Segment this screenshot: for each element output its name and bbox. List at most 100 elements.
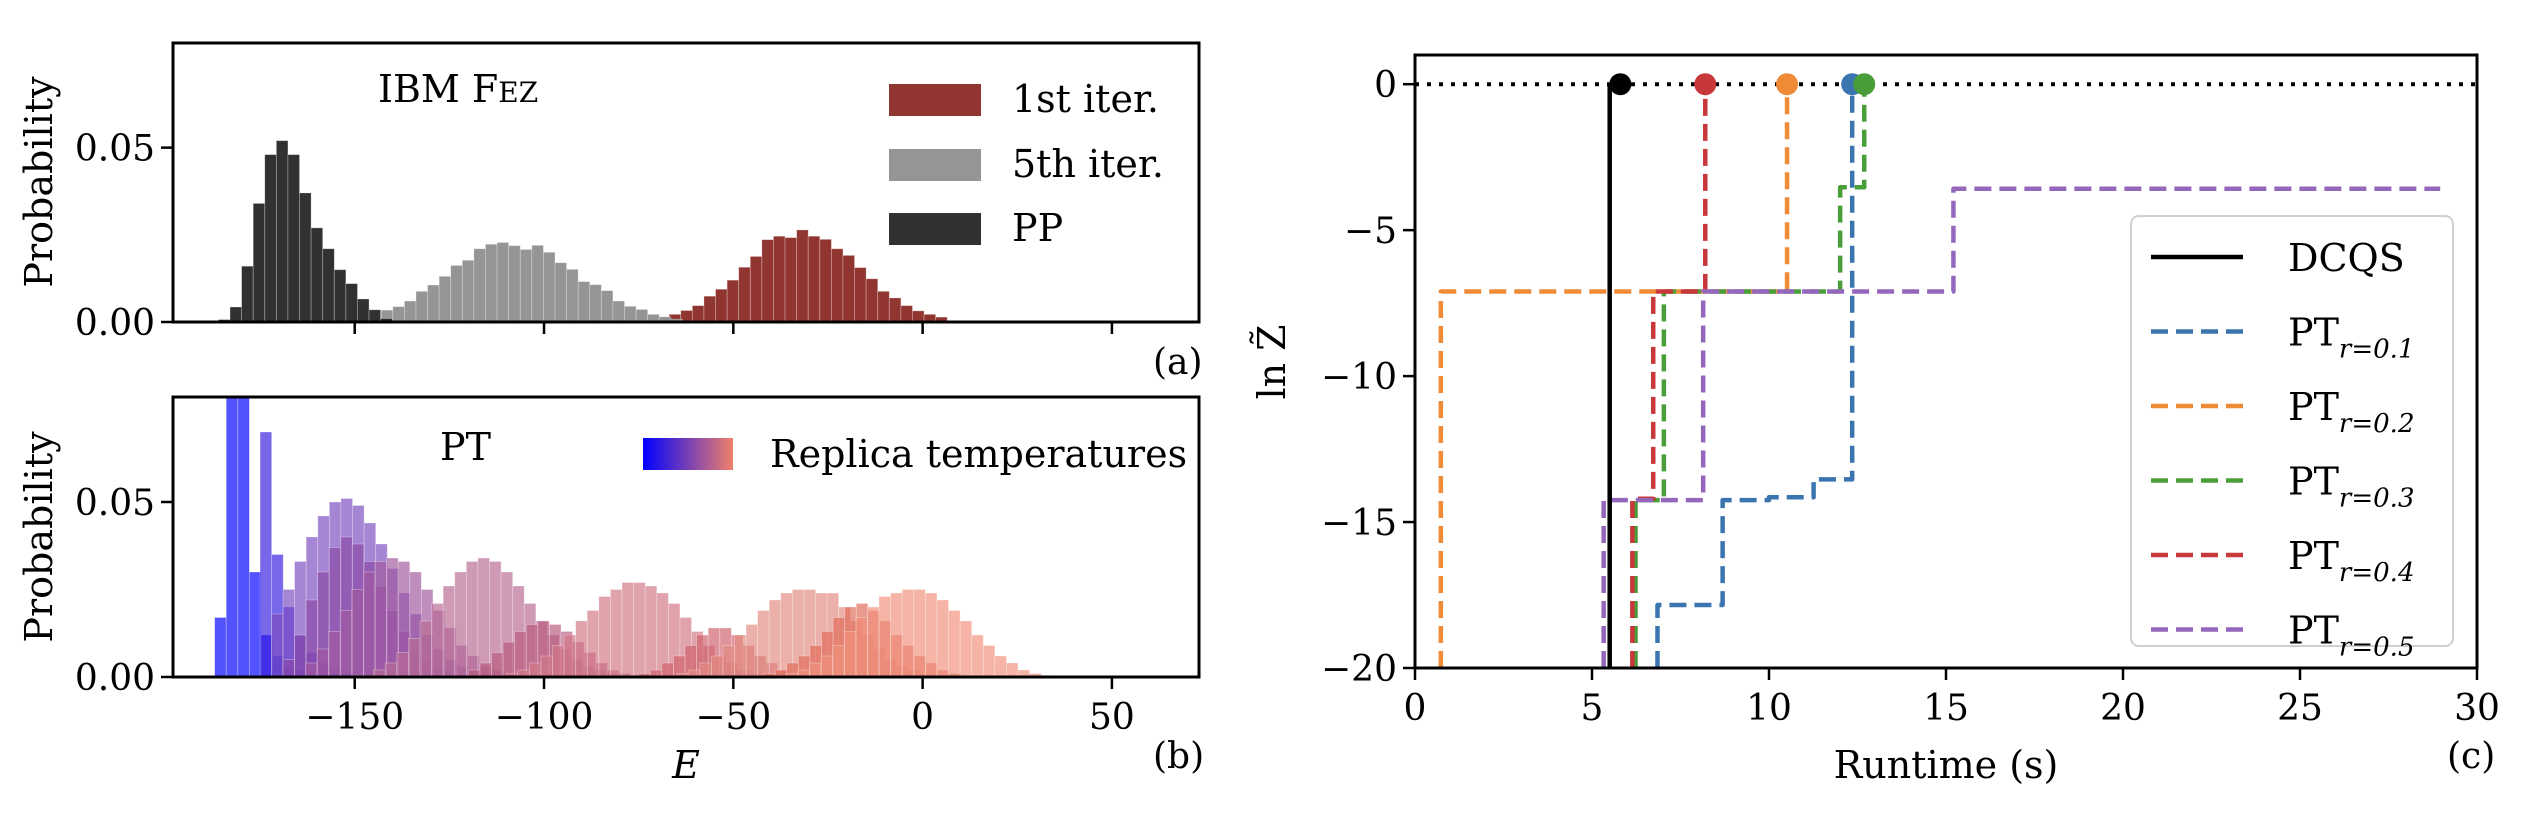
bar-1st-iter-11 [784,237,798,322]
bar-5th-iter-18 [589,284,602,322]
legend-swatch-pp [889,213,981,245]
bar-pp-1 [229,306,243,322]
bar-replica-12-11 [913,589,926,677]
bar-replica-10-4 [722,645,735,677]
bar-replica-8-3 [540,655,553,677]
bar-5th-iter-14 [543,251,556,322]
bar-replica-3-0 [271,613,284,677]
ytick-label: −15 [1321,503,1397,544]
ytick-label: −10 [1321,357,1397,398]
bar-replica-5-0 [305,662,318,677]
ytick-label: 0.00 [75,658,155,699]
bars-clip-group [218,140,971,322]
legend-label-pt-r-0-3: PTr=0.3 [2288,460,2414,514]
legend-label-pt-r-0-5: PTr=0.5 [2288,609,2414,663]
bar-1st-iter-4 [703,295,716,322]
bar-1st-iter-7 [738,266,751,322]
bar-pp-5 [275,140,289,322]
legend-label-subscript: r=0.5 [2339,633,2415,663]
bar-pp-9 [322,248,335,322]
bar-replica-6-9 [477,557,490,677]
bar-replica-12-8 [878,596,892,677]
bar-replica-4-0 [282,659,295,677]
bar-replica-8-4 [552,645,565,677]
panel-b-xlabel: E [671,743,700,787]
bar-replica-12-10 [901,589,915,677]
bar-replica-12-15 [959,620,973,677]
bar-replica-12-12 [924,592,938,677]
panel-a: 0.00 0.05 Probability IBM FEZ 1st iter. 5… [17,41,1203,383]
panel-c-tag: (c) [2447,736,2495,777]
legend-label-subscript: r=0.4 [2339,558,2415,588]
legend-label-main: PT [2288,311,2339,355]
bar-replica-6-4 [419,620,432,677]
bar-replica-12-2 [809,662,822,677]
bar-replica-12-6 [855,617,868,677]
bar-1st-iter-12 [796,229,809,322]
bar-1st-iter-15 [830,248,844,322]
panel-a-yticks: 0.00 0.05 [75,129,173,344]
bar-replica-10-7 [757,610,770,677]
panel-a-tag: (a) [1153,342,1203,383]
marker-pt-r-0-2 [1776,73,1799,96]
panel-b-yticks: 0.00 0.05 [75,483,173,699]
bar-replica-12-14 [948,610,961,677]
legend-label-pt-r-0-2: PTr=0.2 [2288,385,2414,439]
bar-replica-12-9 [890,592,903,677]
bar-replica-4-1 [293,634,307,677]
legend-label-subscript: r=0.1 [2339,335,2415,365]
panel-a-ylabel: Probability [17,76,61,288]
legend-swatch-1st-iter [889,84,981,116]
bars-clip-group [214,397,1054,677]
bar-replica-2-0 [259,431,273,677]
bar-replica-10-2 [699,662,712,677]
bar-replica-12-7 [867,606,880,677]
ytick-label: −5 [1344,211,1397,252]
panel-c-yticks: 0 −5 −10 −15 −20 [1321,65,1415,690]
marker-pt-r-0-4 [1694,73,1717,96]
bar-replica-12-3 [820,655,834,677]
line-pt-r-0-5 [1601,186,2441,668]
panel-a-frame [171,41,1201,324]
bar-1st-iter-14 [819,238,832,322]
bar-replica-8-10 [621,582,635,677]
panel-b-xticks: −150 −100 −50 0 50 [305,677,1135,738]
ytick-label: 0.00 [75,303,155,344]
panel-c: 0 5 10 15 20 25 30 0 −5 −10 −15 −20 ln Z̃ Runtime … [1250,53,2500,787]
bar-replica-6-7 [454,571,467,677]
bar-replica-10-6 [745,624,759,677]
bar-5th-iter-21 [624,305,637,322]
bar-pp-12 [357,298,370,322]
ytick-label: −20 [1321,649,1397,690]
bar-5th-iter-15 [554,262,568,322]
bar-5th-iter-17 [577,281,591,322]
bar-replica-8-9 [610,589,623,677]
bar-5th-iter-5 [438,275,452,322]
panel-b-bars [214,397,1054,677]
bar-replica-12-16 [971,634,984,677]
legend-swatch-replica-temperatures [643,438,733,470]
bar-5th-iter-4 [427,284,440,322]
legend-label-5th-iter: 5th iter. [1012,142,1164,186]
bar-replica-5-5 [363,571,376,677]
bar-replica-10-5 [734,634,747,677]
bar-replica-6-2 [396,652,409,677]
panel-b: −150 −100 −50 0 50 0.00 0.05 Probability E PT… [17,395,1204,787]
panel-b-tag: (b) [1153,736,1204,777]
bar-replica-6-3 [408,638,421,677]
xtick-label: 25 [2277,688,2323,729]
xtick-label: 0 [1404,688,1427,729]
bar-5th-iter-20 [612,300,625,322]
bar-replica-1-0 [214,617,227,677]
bar-replica-5-1 [316,648,330,677]
bar-5th-iter-13 [531,244,544,322]
bar-pp-8 [310,227,324,322]
bar-1st-iter-3 [691,305,705,322]
bar-replica-8-11 [633,582,646,677]
bar-5th-iter-22 [635,309,649,322]
legend-label-pt-r-0-1: PTr=0.1 [2288,311,2414,365]
line-pt-r-0-3 [1633,84,1867,668]
bar-5th-iter-19 [600,290,614,322]
marker-pt-r-0-3 [1853,73,1876,96]
